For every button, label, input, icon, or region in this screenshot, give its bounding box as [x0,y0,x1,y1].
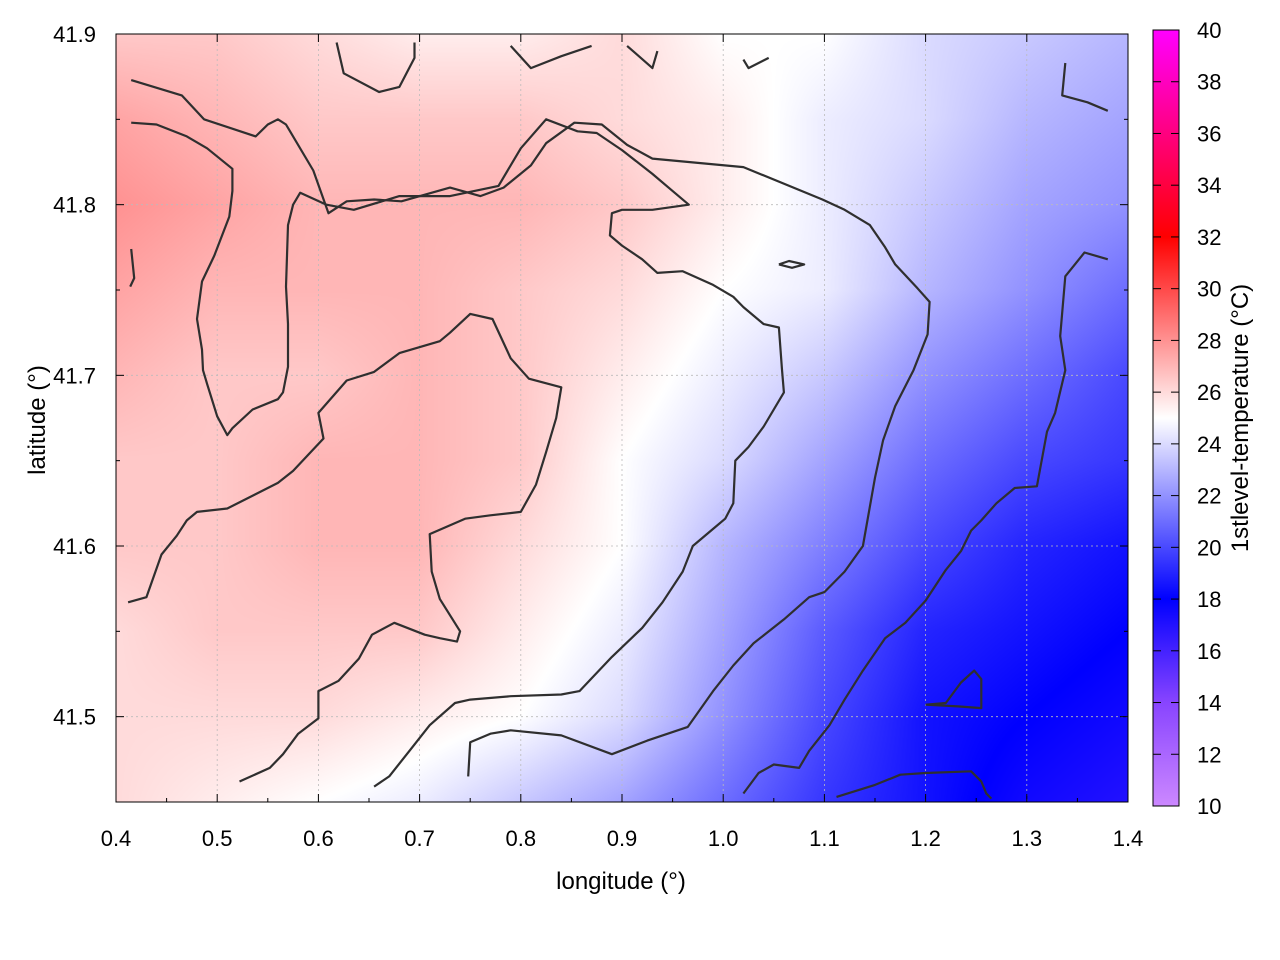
colorbar-tick-label: 28 [1197,328,1221,353]
colorbar-tick-label: 24 [1197,432,1221,457]
x-tick-label: 1.0 [708,826,739,851]
colorbar-tick-label: 34 [1197,173,1221,198]
y-tick-label: 41.9 [53,22,96,47]
contour-line [129,248,136,288]
colorbar-tick-label: 22 [1197,484,1221,509]
y-tick-label: 41.8 [53,193,96,218]
x-axis-label: longitude (°) [556,868,686,895]
colorbar-tick-label: 30 [1197,277,1221,302]
colorbar-label: 1stlevel-temperature (°C) [1227,284,1254,552]
contour-line [1061,62,1109,112]
contour-lines [127,42,1109,800]
x-tick-label: 0.8 [506,826,537,851]
axes: 0.4 0.5 0.6 0.7 0.8 0.9 1.0 1.1 1.2 1.3 1.4 41.5 41.… [53,22,1143,851]
x-tick-label: 1.1 [809,826,840,851]
contour-line [131,118,786,788]
x-tick-label: 0.4 [101,826,132,851]
contour-line [836,770,993,800]
colorbar: 10 12 14 16 18 20 22 24 26 28 30 32 34 36 38 40 [1152,18,1221,819]
y-tick-label: 41.7 [53,363,96,388]
contour-line [335,42,416,94]
colorbar-tick-label: 12 [1197,742,1221,767]
colorbar-tick-label: 26 [1197,380,1221,405]
contour-line [130,79,931,777]
colorbar-tick-label: 20 [1197,535,1221,560]
colorbar-tick-label: 40 [1197,18,1221,43]
x-tick-label: 1.4 [1113,826,1144,851]
x-tick-label: 0.9 [607,826,638,851]
contour-line [509,44,592,70]
contour-line [626,45,659,70]
contour-line [127,312,563,783]
contour-line [742,56,770,70]
colorbar-tick-label: 36 [1197,121,1221,146]
y-tick-label: 41.6 [53,534,96,559]
colorbar-gradient [1152,29,1180,807]
y-tick-label: 41.5 [53,705,96,730]
contour-line [925,669,983,710]
contour-line [778,259,806,269]
colorbar-tick-label: 10 [1197,794,1221,819]
x-tick-label: 1.3 [1012,826,1043,851]
contour-line [742,251,1109,795]
colorbar-tick-label: 32 [1197,225,1221,250]
y-axis-label: latitude (°) [24,365,51,475]
colorbar-tick-label: 16 [1197,639,1221,664]
grid-lines [116,34,1128,802]
x-tick-label: 0.5 [202,826,233,851]
x-tick-label: 0.6 [303,826,334,851]
x-tick-label: 0.7 [404,826,435,851]
colorbar-tick-label: 14 [1197,691,1221,716]
colorbar-tick-label: 38 [1197,70,1221,95]
x-tick-label: 1.2 [910,826,941,851]
colorbar-tick-label: 18 [1197,587,1221,612]
